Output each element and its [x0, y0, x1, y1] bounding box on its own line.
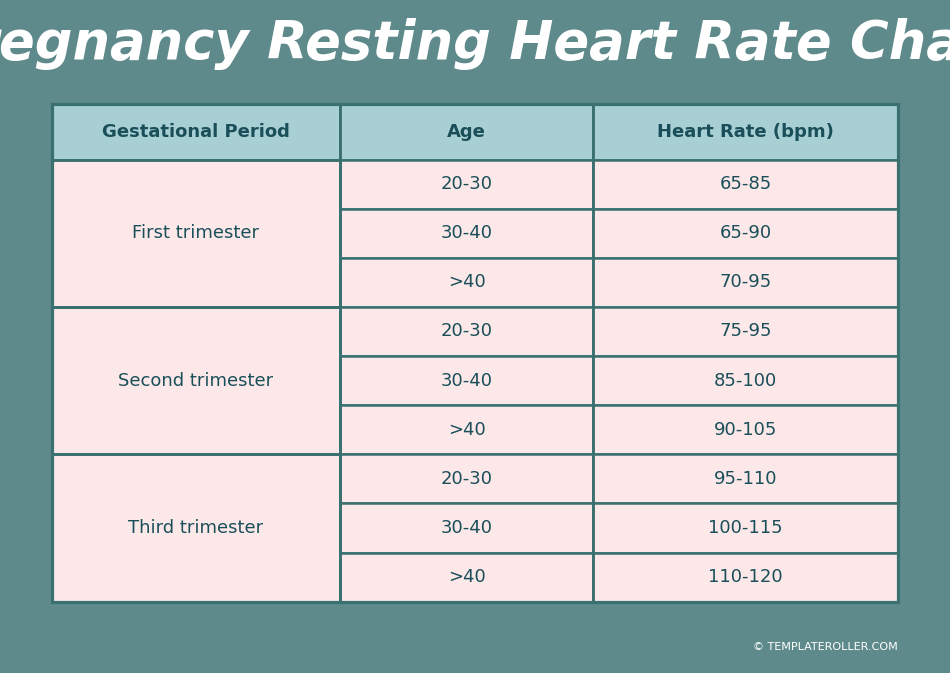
Bar	[340, 104, 594, 160]
Text: 30-40: 30-40	[441, 224, 492, 242]
Bar	[594, 553, 898, 602]
Bar	[594, 307, 898, 356]
Bar	[340, 307, 594, 356]
Bar	[340, 258, 594, 307]
Bar	[52, 104, 898, 602]
Text: 20-30: 20-30	[441, 175, 492, 193]
Bar	[594, 209, 898, 258]
Text: >40: >40	[447, 273, 485, 291]
Text: 100-115: 100-115	[709, 519, 783, 537]
Text: Age: Age	[447, 123, 486, 141]
Bar	[340, 356, 594, 405]
Text: 65-85: 65-85	[719, 175, 771, 193]
Bar	[594, 503, 898, 553]
Bar	[340, 503, 594, 553]
Text: 70-95: 70-95	[719, 273, 771, 291]
Text: Third trimester: Third trimester	[128, 519, 263, 537]
Bar	[52, 307, 340, 454]
Bar	[594, 356, 898, 405]
Text: 110-120: 110-120	[709, 568, 783, 586]
Bar	[594, 454, 898, 503]
Text: Second trimester: Second trimester	[119, 371, 274, 390]
Bar	[52, 160, 340, 307]
Bar	[340, 454, 594, 503]
Text: First trimester: First trimester	[132, 224, 259, 242]
Text: 65-90: 65-90	[719, 224, 771, 242]
Text: >40: >40	[447, 421, 485, 439]
Bar	[340, 405, 594, 454]
Bar	[340, 160, 594, 209]
Text: 30-40: 30-40	[441, 371, 492, 390]
Text: 85-100: 85-100	[714, 371, 777, 390]
Text: 75-95: 75-95	[719, 322, 771, 341]
Text: Pregnancy Resting Heart Rate Chart: Pregnancy Resting Heart Rate Chart	[0, 17, 950, 70]
Bar	[52, 454, 340, 602]
Text: 30-40: 30-40	[441, 519, 492, 537]
Bar	[594, 258, 898, 307]
Bar	[594, 405, 898, 454]
Bar	[594, 104, 898, 160]
Text: 90-105: 90-105	[713, 421, 777, 439]
Text: Gestational Period: Gestational Period	[102, 123, 290, 141]
Bar	[594, 160, 898, 209]
Text: >40: >40	[447, 568, 485, 586]
Text: © TEMPLATEROLLER.COM: © TEMPLATEROLLER.COM	[753, 643, 898, 652]
Text: 95-110: 95-110	[713, 470, 777, 488]
Text: 20-30: 20-30	[441, 470, 492, 488]
Bar	[340, 553, 594, 602]
Bar	[52, 104, 340, 160]
Text: Heart Rate (bpm): Heart Rate (bpm)	[657, 123, 834, 141]
Text: 20-30: 20-30	[441, 322, 492, 341]
Bar	[340, 209, 594, 258]
